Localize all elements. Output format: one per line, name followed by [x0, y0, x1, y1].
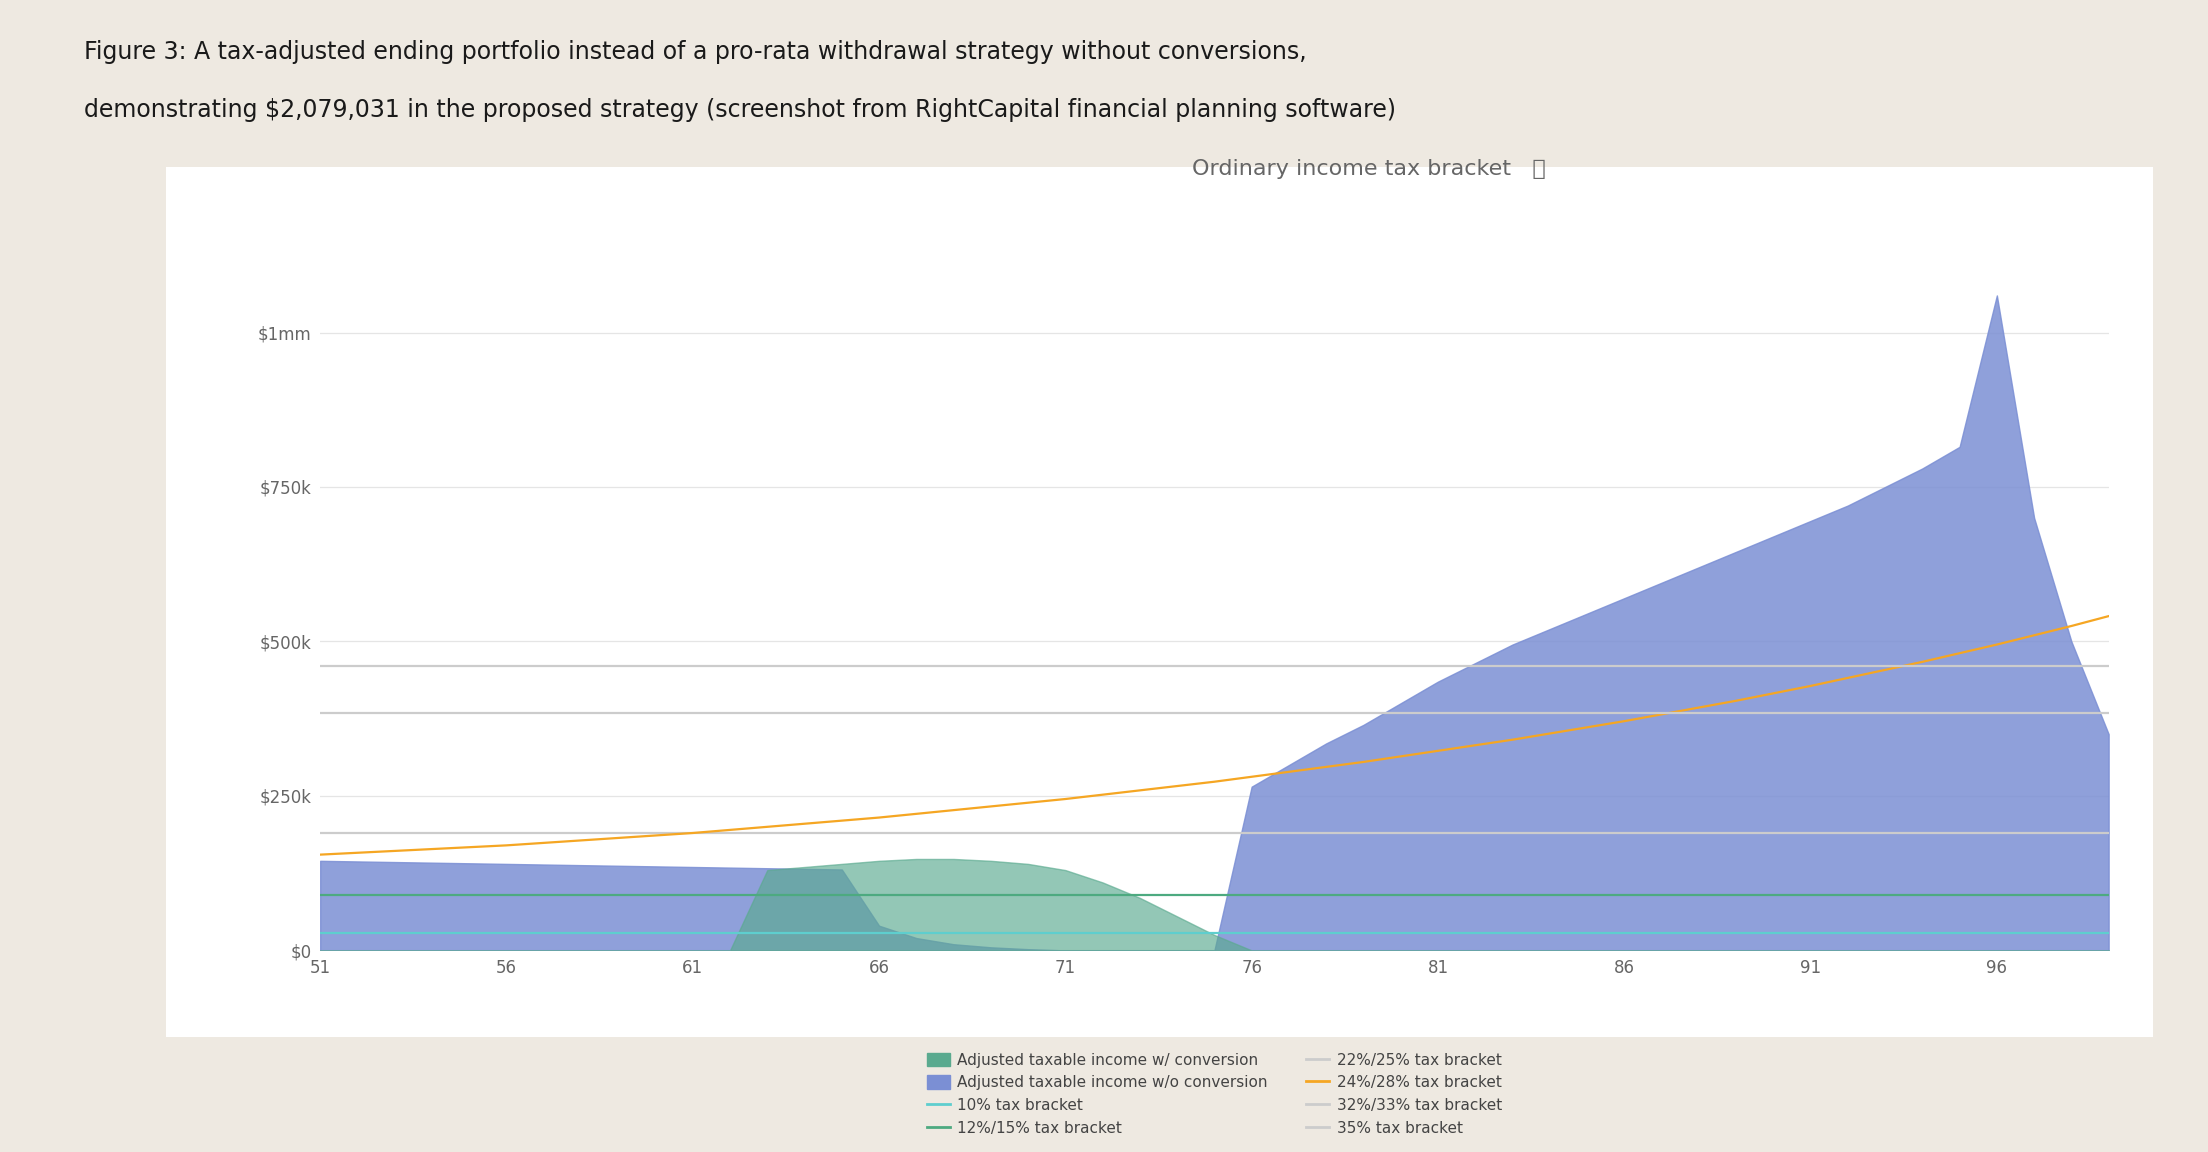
Text: Ordinary income tax bracket   ⌵: Ordinary income tax bracket ⌵ — [1192, 159, 1546, 179]
Text: Figure 3: A tax-adjusted ending portfolio instead of a pro-rata withdrawal strat: Figure 3: A tax-adjusted ending portfoli… — [84, 40, 1307, 65]
Text: demonstrating $2,079,031 in the proposed strategy (screenshot from RightCapital : demonstrating $2,079,031 in the proposed… — [84, 98, 1395, 122]
Legend: Adjusted taxable income w/ conversion, Adjusted taxable income w/o conversion, 1: Adjusted taxable income w/ conversion, A… — [921, 1046, 1508, 1142]
